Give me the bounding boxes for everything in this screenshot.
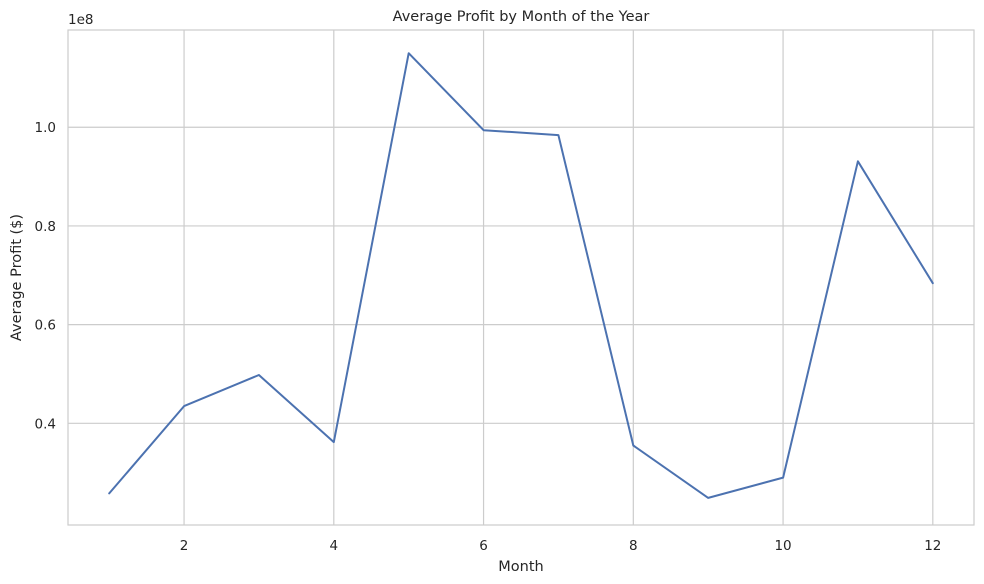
series-layer bbox=[108, 52, 934, 499]
chart-title: Average Profit by Month of the Year bbox=[393, 9, 650, 25]
y-tick-label: 0.4 bbox=[35, 416, 56, 432]
x-tick-label: 6 bbox=[479, 538, 488, 554]
y-axis-ticks: 0.4 0.6 0.8 1.0 bbox=[35, 120, 56, 432]
series-line bbox=[108, 52, 934, 499]
x-tick-label: 4 bbox=[330, 538, 339, 554]
y-tick-label: 1.0 bbox=[35, 120, 56, 136]
x-tick-label: 2 bbox=[180, 538, 189, 554]
y-tick-label: 0.8 bbox=[35, 219, 56, 235]
x-tick-label: 8 bbox=[629, 538, 638, 554]
y-tick-label: 0.6 bbox=[35, 318, 56, 334]
x-axis-ticks: 2 4 6 8 10 12 bbox=[180, 538, 942, 554]
y-axis-offset-label: 1e8 bbox=[68, 12, 93, 28]
x-axis-label: Month bbox=[498, 559, 543, 575]
plot-area-frame bbox=[67, 29, 975, 526]
x-tick-label: 12 bbox=[924, 538, 941, 554]
grid bbox=[68, 30, 974, 525]
y-axis-label: Average Profit ($) bbox=[9, 214, 25, 341]
x-tick-label: 10 bbox=[774, 538, 791, 554]
